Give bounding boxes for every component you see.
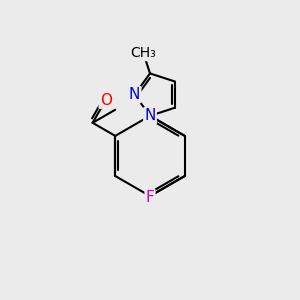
Text: N: N [129, 87, 140, 102]
Text: O: O [100, 93, 112, 108]
Text: CH₃: CH₃ [130, 46, 156, 60]
Text: N: N [144, 108, 156, 123]
Text: F: F [146, 190, 154, 205]
